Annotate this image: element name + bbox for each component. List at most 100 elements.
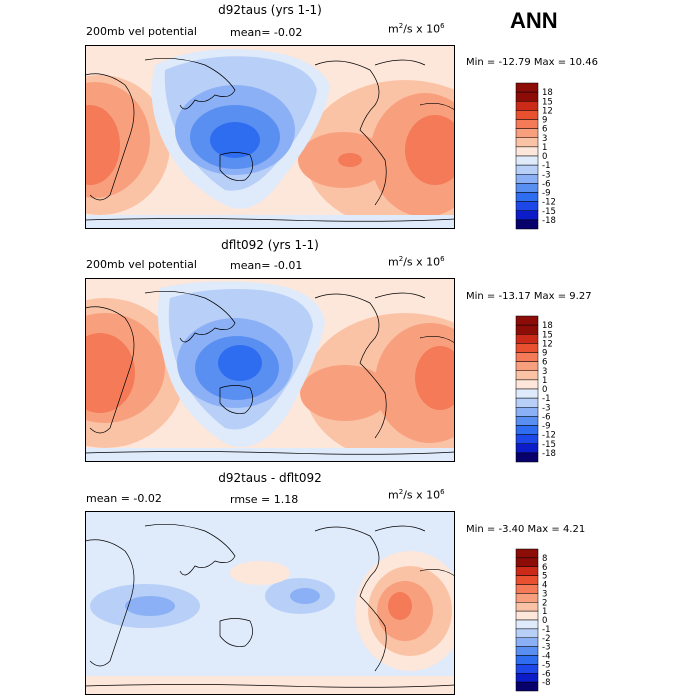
colorbar-swatch <box>515 443 539 454</box>
colorbar-swatch <box>515 174 539 184</box>
colorbar-label: 6 <box>542 563 547 573</box>
colorbar-label: -15 <box>542 440 556 450</box>
colorbar-swatch <box>515 379 539 390</box>
colorbar-label: 18 <box>542 88 553 98</box>
panel-3-units: m2/s x 106 <box>388 488 445 502</box>
colorbar-swatch <box>515 673 539 683</box>
panel-1-minmax: Min = -12.79 Max = 10.46 <box>466 57 598 68</box>
colorbar-swatch <box>515 137 539 148</box>
colorbar-label: 1 <box>542 607 547 617</box>
colorbar-label: -1 <box>542 394 550 404</box>
colorbar-swatch <box>515 343 539 353</box>
colorbar-swatch <box>515 388 539 399</box>
colorbar-label: -6 <box>542 669 550 679</box>
panel-2-title: dflt092 (yrs 1-1) <box>221 238 319 252</box>
colorbar-label: -3 <box>542 403 550 413</box>
colorbar-swatch <box>515 557 539 567</box>
colorbar-label: 12 <box>542 339 553 349</box>
colorbar-label: 3 <box>542 589 547 599</box>
colorbar-swatch <box>515 210 539 221</box>
colorbar-swatch <box>515 370 539 381</box>
colorbar-label: -18 <box>542 449 556 459</box>
colorbar-swatch <box>515 425 539 435</box>
colorbar-label: -2 <box>542 634 550 644</box>
panel-3-title: d92taus - dflt092 <box>218 471 322 485</box>
colorbar-label: -5 <box>542 660 550 670</box>
colorbar-swatch <box>515 407 539 417</box>
colorbar-swatch <box>515 664 539 674</box>
colorbar-swatch <box>515 315 539 326</box>
colorbar-label: -12 <box>542 431 556 441</box>
colorbar-swatch <box>515 566 539 576</box>
colorbar-label: 9 <box>542 116 547 126</box>
colorbar-swatch <box>515 681 539 692</box>
colorbar-label: 5 <box>542 572 547 582</box>
panel-1-title: d92taus (yrs 1-1) <box>218 3 322 17</box>
colorbar-label: -3 <box>542 170 550 180</box>
colorbar-label: -8 <box>542 678 550 688</box>
panel-2-map <box>85 278 455 462</box>
panel-1-map <box>85 45 455 229</box>
colorbar-swatch <box>515 397 539 408</box>
colorbar-label: 0 <box>542 152 547 162</box>
colorbar-label: -15 <box>542 207 556 217</box>
panel-3-rmse: rmse = 1.18 <box>230 493 299 506</box>
colorbar-swatch <box>515 82 539 93</box>
colorbar-swatch <box>515 548 539 559</box>
colorbar-swatch <box>515 434 539 444</box>
colorbar-label: 1 <box>542 376 547 386</box>
colorbar-swatch <box>515 584 539 594</box>
colorbar-label: 8 <box>542 554 547 564</box>
colorbar-label: -6 <box>542 179 550 189</box>
colorbar-label: -12 <box>542 198 556 208</box>
colorbar-swatch <box>515 110 539 120</box>
colorbar-swatch <box>515 610 539 621</box>
colorbar-label: 1 <box>542 143 547 153</box>
colorbar-swatch <box>515 619 539 630</box>
colorbar-label: -9 <box>542 422 550 432</box>
colorbar-label: 6 <box>542 125 547 135</box>
panel-2-mean: mean= -0.01 <box>230 259 303 272</box>
colorbar-swatch <box>515 183 539 193</box>
colorbar-swatch <box>515 146 539 157</box>
colorbar-label: 2 <box>542 598 547 608</box>
colorbar-label: -1 <box>542 161 550 171</box>
colorbar-label: 9 <box>542 349 547 359</box>
panel-2-left-label: 200mb vel potential <box>86 258 197 271</box>
colorbar-swatch <box>515 119 539 129</box>
colorbar-label: 18 <box>542 321 553 331</box>
colorbar-label: -9 <box>542 189 550 199</box>
colorbar-label: -4 <box>542 652 550 662</box>
colorbar-swatch <box>515 101 539 111</box>
colorbar-swatch <box>515 91 539 102</box>
panel-3-mean: mean = -0.02 <box>86 492 162 505</box>
colorbar-swatch <box>515 361 539 371</box>
colorbar-label: -18 <box>542 216 556 226</box>
colorbar-swatch <box>515 164 539 175</box>
colorbar-swatch <box>515 416 539 426</box>
colorbar-label: -3 <box>542 643 550 653</box>
colorbar-swatch <box>515 628 539 638</box>
panel-2-minmax: Min = -13.17 Max = 9.27 <box>466 291 592 302</box>
colorbar-swatch <box>515 593 539 603</box>
colorbar-swatch <box>515 155 539 166</box>
colorbar-swatch <box>515 602 539 612</box>
colorbar-label: -6 <box>542 412 550 422</box>
colorbar-swatch <box>515 219 539 230</box>
panel-3-map <box>85 511 455 695</box>
colorbar-swatch <box>515 324 539 335</box>
panel-1-mean: mean= -0.02 <box>230 26 303 39</box>
colorbar-swatch <box>515 637 539 647</box>
colorbar-label: 12 <box>542 106 553 116</box>
colorbar-swatch <box>515 192 539 202</box>
colorbar-label: 0 <box>542 616 547 626</box>
season-title: ANN <box>510 8 558 33</box>
colorbar-label: 0 <box>542 385 547 395</box>
colorbar-label: 15 <box>542 330 553 340</box>
panel-3-minmax: Min = -3.40 Max = 4.21 <box>466 524 586 535</box>
panel-1-units: m2/s x 106 <box>388 22 445 36</box>
colorbar-label: 15 <box>542 97 553 107</box>
colorbar-swatch <box>515 352 539 362</box>
